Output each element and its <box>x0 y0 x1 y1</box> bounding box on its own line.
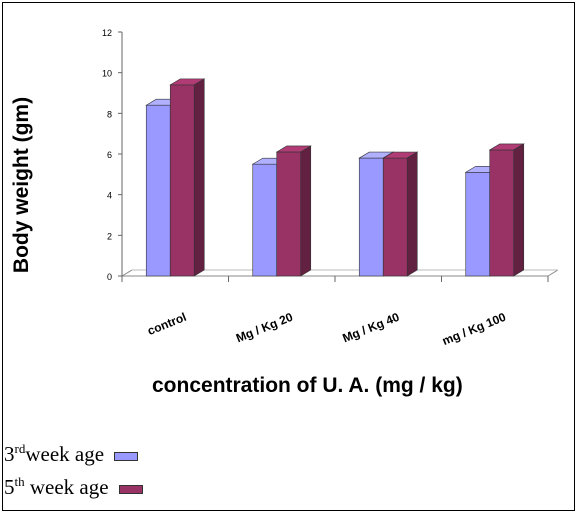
legend-label-base: 5 <box>4 475 15 499</box>
bar-front <box>358 157 384 277</box>
legend-label-sup: rd <box>14 441 26 456</box>
legend-item-5th-week: 5th week age <box>4 474 143 500</box>
legend-label-sup: th <box>14 474 25 489</box>
bar-front <box>489 149 515 277</box>
bar <box>169 78 206 277</box>
bar <box>382 151 419 277</box>
legend-swatch-5th-week <box>118 484 143 494</box>
bar-front <box>169 84 195 277</box>
legend-swatch-3rd-week <box>114 451 139 461</box>
y-axis-title: Body weight (gm) <box>10 96 33 274</box>
y-tick-label: 6 <box>107 150 112 160</box>
floor-edge-left <box>121 269 133 277</box>
y-tick-label: 4 <box>107 191 112 201</box>
x-category-label: control <box>145 310 188 338</box>
y-tick-label: 8 <box>107 109 112 119</box>
bar-side <box>406 151 418 277</box>
bar-front <box>276 151 302 277</box>
legend-label-base: 3 <box>4 442 15 466</box>
x-category-label: mg / Kg 100 <box>440 310 508 348</box>
x-category-label: Mg / Kg 40 <box>340 310 401 346</box>
chart-categories: control Mg / Kg 20 Mg / Kg 40 mg / Kg 100 <box>145 310 508 348</box>
legend-item-3rd-week: 3rdweek age <box>4 441 139 467</box>
bar <box>488 143 525 277</box>
legend-label-text: week age <box>25 442 105 466</box>
bar-front <box>465 172 491 277</box>
y-tick-label: 2 <box>107 231 112 241</box>
x-category-label: Mg / Kg 20 <box>234 310 295 346</box>
bar-front <box>145 104 171 277</box>
y-tick-label: 0 <box>107 272 112 282</box>
bar-side <box>300 145 312 277</box>
bar-front <box>382 157 408 277</box>
bar-side <box>513 143 525 277</box>
floor-edge-right <box>547 269 559 277</box>
bar-front <box>252 163 278 277</box>
bar <box>275 145 312 277</box>
chart-ticks: 0 2 4 6 8 10 12 <box>102 28 549 282</box>
legend-label-text: week age <box>24 475 109 499</box>
bar-side <box>193 78 205 277</box>
y-tick-label: 10 <box>102 69 112 79</box>
y-tick-label: 12 <box>102 28 112 38</box>
chart-bars <box>145 78 525 277</box>
x-axis-title: concentration of U. A. (mg / kg) <box>152 374 463 397</box>
